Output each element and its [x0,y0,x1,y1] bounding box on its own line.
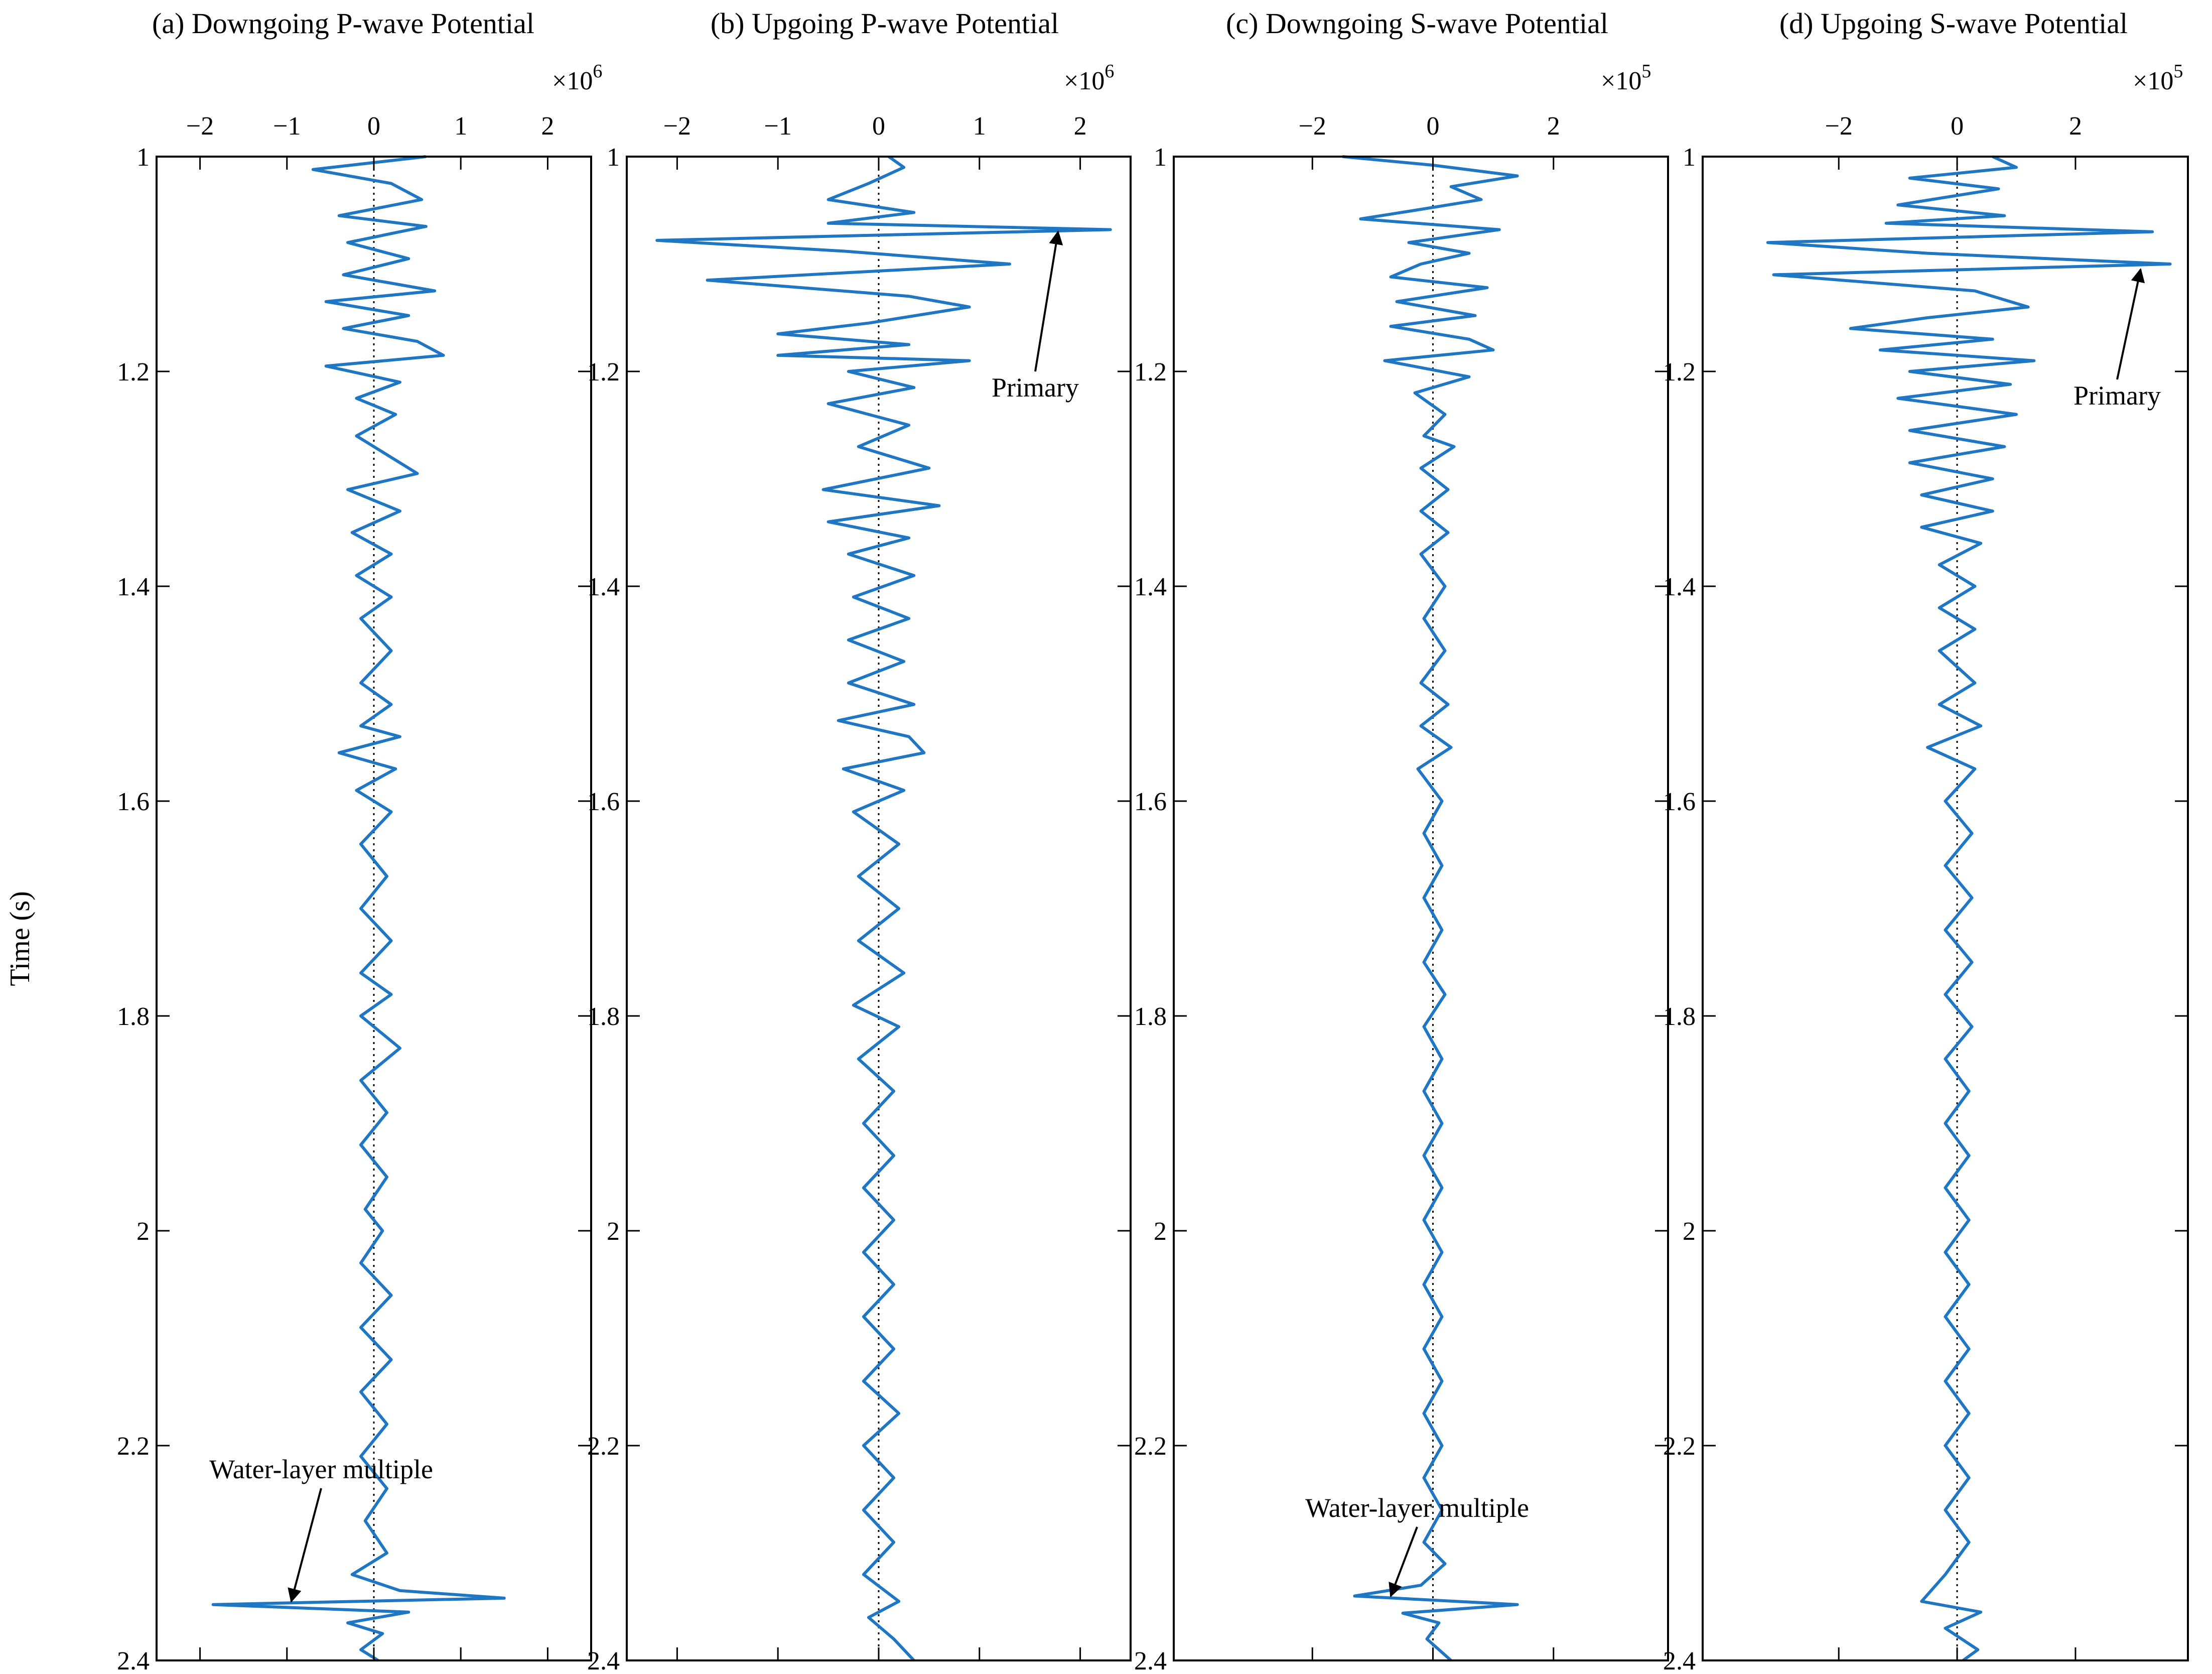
y-tick-label: 1.2 [1663,358,1696,387]
x-tick-label: −1 [273,112,301,141]
y-tick-label: 2.2 [1663,1432,1696,1461]
x-multiplier: ×106 [1064,61,1114,95]
y-tick-label: 1.6 [587,788,620,816]
annotation-arrow [2116,268,2145,380]
panel-title: (a) Downgoing P-wave Potential [152,7,534,40]
x-tick-label: 1 [973,112,986,141]
x-tick-label: 2 [541,112,554,141]
y-tick-label: 1 [607,143,620,172]
y-tick-label: 1.8 [117,1002,150,1031]
panel-c: (c) Downgoing S-wave Potential ×105 −2 0 2… [1134,7,1669,1674]
x-tick-label: 0 [367,112,380,141]
y-tick-label: 1.4 [587,573,620,601]
x-tick-label: −2 [1825,112,1853,141]
y-tick-label: 2.4 [587,1647,620,1674]
x-multiplier: ×106 [552,61,602,95]
x-multiplier: ×105 [1601,61,1651,95]
trace-line [211,155,506,1662]
annotation-arrow [288,1488,322,1603]
y-tick-label: 1.2 [117,358,150,387]
y-tick-label: 2.2 [117,1432,150,1461]
panel-title: (d) Upgoing S-wave Potential [1779,7,2128,40]
annotation-label: Primary [992,372,1079,403]
panel-title: (b) Upgoing P-wave Potential [711,7,1059,40]
y-tick-label: 1 [136,143,150,172]
y-tick-label: 1.4 [117,573,150,601]
y-tick-label: 1.8 [1134,1002,1167,1031]
y-tick-label: 1.8 [587,1002,620,1031]
y-tick-label: 2.4 [1134,1647,1167,1674]
y-tick-label: 1 [1683,143,1696,172]
x-tick-label: 2 [1547,112,1560,141]
y-tick-label: 2.4 [1663,1647,1696,1674]
annotation-label: Primary [2073,380,2161,411]
y-tick-label: 2 [1683,1217,1696,1246]
x-tick-label: −2 [186,112,214,141]
axes-box [1702,156,2189,1661]
x-tick-label: −2 [1299,112,1326,141]
panel-a: (a) Downgoing P-wave Potential ×106 −2 −1… [117,7,602,1674]
y-tick-label: 2 [136,1217,150,1246]
y-tick-label: 1.6 [1663,788,1696,816]
axes-box [1173,156,1669,1661]
trace-line [1342,155,1519,1662]
panel-b: (b) Upgoing P-wave Potential ×106 −2 −1 0 1… [587,7,1132,1674]
annotation-arrow [1389,1526,1418,1598]
x-tick-label: 2 [2069,112,2082,141]
y-tick-label: 1.8 [1663,1002,1696,1031]
y-tick-label: 1.2 [1134,358,1167,387]
x-tick-label: 0 [1951,112,1964,141]
x-tick-label: 0 [872,112,885,141]
y-tick-label: 1 [1154,143,1167,172]
annotation-label: Water-layer multiple [209,1454,433,1484]
x-tick-label: 0 [1427,112,1440,141]
y-tick-label: 1.6 [117,788,150,816]
x-tick-label: −1 [764,112,792,141]
trace-line [655,155,1112,1662]
y-tick-label: 2.2 [587,1432,620,1461]
x-multiplier: ×105 [2133,61,2183,95]
panel-title: (c) Downgoing S-wave Potential [1226,7,1608,40]
panel-d: (d) Upgoing S-wave Potential ×105 −2 0 2 1 1… [1663,7,2189,1674]
y-tick-label: 1.6 [1134,788,1167,816]
y-tick-label: 1.4 [1663,573,1696,601]
y-tick-label: 1.4 [1134,573,1167,601]
y-axis-label: Time (s) [5,891,36,986]
x-tick-label: −2 [663,112,691,141]
y-tick-label: 2.2 [1134,1432,1167,1461]
y-tick-label: 2 [1154,1217,1167,1246]
annotation-arrow [1034,230,1063,372]
y-tick-label: 2 [607,1217,620,1246]
y-tick-label: 1.2 [587,358,620,387]
trace-line [1766,155,2172,1662]
x-tick-label: 2 [1074,112,1087,141]
x-tick-label: 1 [454,112,467,141]
annotation-label: Water-layer multiple [1305,1493,1529,1523]
y-tick-label: 2.4 [117,1647,150,1674]
